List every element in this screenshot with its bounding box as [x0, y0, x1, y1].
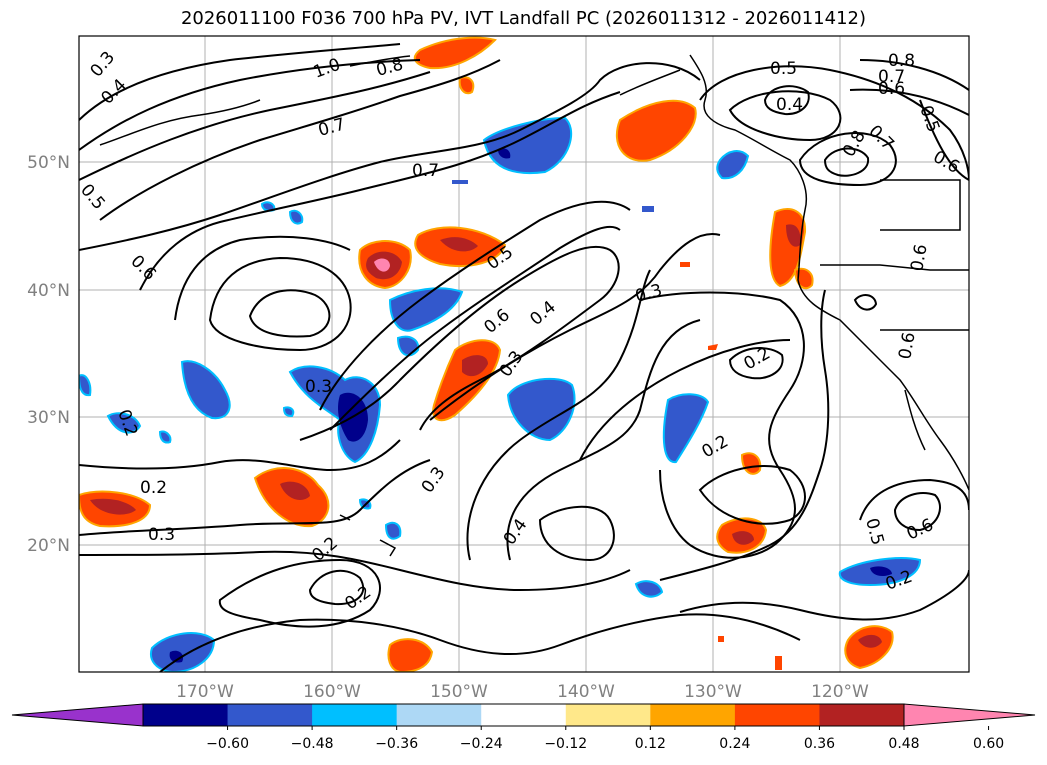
colorbar-extend-low — [11, 703, 144, 727]
shading-negative — [79, 116, 922, 672]
colorbar-segment — [143, 704, 229, 726]
colorbar-tick-label: −0.12 — [544, 736, 587, 752]
lon-label-150w: 150°W — [430, 682, 488, 702]
colorbar-tick-label: 0.24 — [719, 736, 750, 752]
colorbar-segment — [396, 704, 482, 726]
longitude-labels: 170°W 160°W 150°W 140°W 130°W 120°W — [176, 682, 869, 702]
contour-label: 0.6 — [895, 331, 919, 361]
map-frame — [78, 35, 970, 673]
latitude-labels: 50°N 40°N 30°N 20°N — [27, 153, 70, 556]
colorbar-frame — [142, 703, 905, 727]
lon-label-120w: 120°W — [811, 682, 869, 702]
lat-label-20n: 20°N — [27, 536, 70, 556]
contour-label: 0.3 — [305, 377, 332, 397]
contour-label: 0.2 — [140, 478, 167, 498]
colorbar-segment — [819, 704, 905, 726]
lon-label-160w: 160°W — [303, 682, 361, 702]
contour-label: 0.6 — [878, 79, 905, 99]
contour-label: 0.8 — [888, 51, 915, 71]
colorbar-tick-label: 0.12 — [635, 736, 666, 752]
coastlines — [99, 54, 969, 557]
lat-label-40n: 40°N — [27, 281, 70, 301]
lat-label-50n: 50°N — [27, 153, 70, 173]
colorbar-tick-label: −0.36 — [375, 736, 418, 752]
contour-label: 0.7 — [412, 161, 439, 181]
colorbar-segment — [227, 704, 313, 726]
contour-label: 0.7 — [878, 67, 905, 87]
lon-label-140w: 140°W — [557, 682, 615, 702]
colorbar-extend-high — [903, 703, 1036, 727]
colorbar-tick-label: −0.24 — [460, 736, 503, 752]
colorbar-segment — [312, 704, 398, 726]
map-panel — [79, 36, 969, 672]
map-title: 2026011100 F036 700 hPa PV, IVT Landfall… — [180, 8, 867, 29]
colorbar-tick-label: 0.60 — [973, 736, 1004, 752]
pv-contours — [79, 43, 969, 672]
colorbar-tick-label: 0.36 — [804, 736, 835, 752]
colorbar-segment — [565, 704, 651, 726]
contour-label: 0.5 — [770, 59, 797, 79]
lon-label-170w: 170°W — [176, 682, 234, 702]
colorbar-tick-label: −0.48 — [291, 736, 334, 752]
colorbar-tick-label: 0.48 — [888, 736, 919, 752]
colorbar: −0.60 −0.48 −0.36 −0.24 −0.12 0.12 0.24 0.36 0.4… — [11, 703, 1036, 752]
colorbar-segment — [481, 704, 567, 726]
colorbar-segment — [734, 704, 820, 726]
lat-label-30n: 30°N — [27, 408, 70, 428]
lon-label-130w: 130°W — [684, 682, 742, 702]
contour-label: 0.3 — [148, 525, 175, 545]
contour-label: 0.6 — [907, 243, 931, 273]
colorbar-segment — [650, 704, 736, 726]
contour-label: 0.4 — [776, 95, 803, 115]
colorbar-tick-label: −0.60 — [206, 736, 249, 752]
